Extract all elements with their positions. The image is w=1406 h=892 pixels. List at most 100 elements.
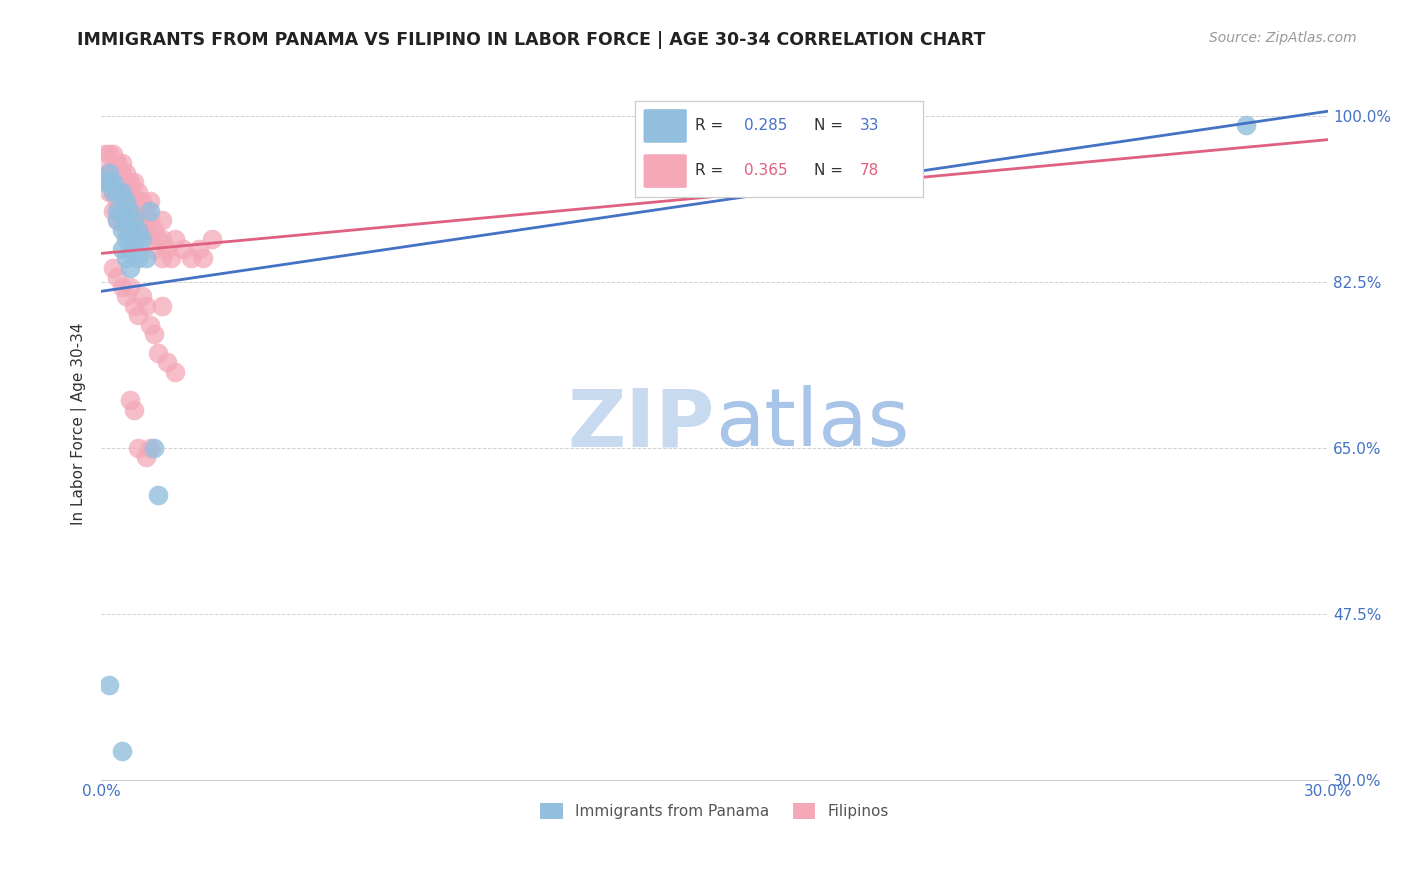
Point — [114, 194, 136, 209]
Y-axis label: In Labor Force | Age 30-34: In Labor Force | Age 30-34 — [72, 323, 87, 525]
Point — [127, 251, 149, 265]
Point — [143, 242, 166, 256]
Point — [110, 744, 132, 758]
Point — [118, 223, 141, 237]
Point — [103, 185, 125, 199]
Point — [135, 450, 157, 465]
Point — [139, 213, 162, 227]
Point — [172, 242, 194, 256]
Point — [114, 289, 136, 303]
Point — [135, 223, 157, 237]
Point — [94, 166, 117, 180]
Point — [114, 203, 136, 218]
Point — [110, 194, 132, 209]
Point — [139, 441, 162, 455]
Point — [118, 393, 141, 408]
Point — [103, 185, 125, 199]
Point — [118, 194, 141, 209]
Point — [131, 232, 153, 246]
Point — [143, 441, 166, 455]
Point — [135, 203, 157, 218]
Point — [139, 194, 162, 209]
Point — [98, 175, 121, 189]
Point — [143, 223, 166, 237]
Point — [122, 299, 145, 313]
Point — [1234, 119, 1257, 133]
Point — [131, 194, 153, 209]
Point — [139, 203, 162, 218]
Point — [103, 166, 125, 180]
Point — [122, 232, 145, 246]
Point — [122, 175, 145, 189]
Point — [148, 232, 170, 246]
Point — [94, 175, 117, 189]
Point — [148, 346, 170, 360]
Point — [114, 251, 136, 265]
Point — [127, 308, 149, 322]
Point — [103, 146, 125, 161]
Text: IMMIGRANTS FROM PANAMA VS FILIPINO IN LABOR FORCE | AGE 30-34 CORRELATION CHART: IMMIGRANTS FROM PANAMA VS FILIPINO IN LA… — [77, 31, 986, 49]
Point — [103, 260, 125, 275]
Point — [114, 185, 136, 199]
Point — [107, 213, 129, 227]
Point — [122, 194, 145, 209]
Point — [143, 326, 166, 341]
Point — [127, 441, 149, 455]
Point — [127, 223, 149, 237]
Point — [110, 223, 132, 237]
Point — [114, 232, 136, 246]
Point — [114, 175, 136, 189]
Point — [118, 175, 141, 189]
Point — [107, 270, 129, 285]
Point — [118, 242, 141, 256]
Point — [127, 203, 149, 218]
Point — [122, 194, 145, 209]
Point — [110, 242, 132, 256]
Point — [98, 166, 121, 180]
Point — [135, 299, 157, 313]
Point — [94, 146, 117, 161]
Point — [118, 213, 141, 227]
Text: Source: ZipAtlas.com: Source: ZipAtlas.com — [1209, 31, 1357, 45]
Point — [135, 223, 157, 237]
Point — [122, 213, 145, 227]
Point — [163, 232, 186, 246]
Point — [107, 194, 129, 209]
Point — [107, 156, 129, 170]
Point — [122, 402, 145, 417]
Point — [98, 166, 121, 180]
Point — [107, 213, 129, 227]
Point — [107, 175, 129, 189]
Point — [122, 213, 145, 227]
Point — [127, 203, 149, 218]
Point — [110, 203, 132, 218]
Point — [152, 213, 174, 227]
Point — [188, 242, 211, 256]
Legend: Immigrants from Panama, Filipinos: Immigrants from Panama, Filipinos — [534, 797, 896, 825]
Point — [127, 232, 149, 246]
Point — [152, 232, 174, 246]
Point — [159, 251, 181, 265]
Point — [152, 251, 174, 265]
Point — [152, 299, 174, 313]
Point — [118, 185, 141, 199]
Point — [107, 156, 129, 170]
Text: atlas: atlas — [714, 385, 910, 463]
Text: ZIP: ZIP — [568, 385, 714, 463]
Point — [98, 678, 121, 692]
Point — [110, 213, 132, 227]
Point — [103, 175, 125, 189]
Point — [118, 279, 141, 293]
Point — [107, 203, 129, 218]
Point — [118, 203, 141, 218]
Point — [131, 289, 153, 303]
Point — [163, 365, 186, 379]
Point — [98, 185, 121, 199]
Point — [148, 488, 170, 502]
Point — [127, 185, 149, 199]
Point — [139, 318, 162, 332]
Point — [110, 156, 132, 170]
Point — [110, 175, 132, 189]
Point — [180, 251, 202, 265]
Point — [107, 185, 129, 199]
